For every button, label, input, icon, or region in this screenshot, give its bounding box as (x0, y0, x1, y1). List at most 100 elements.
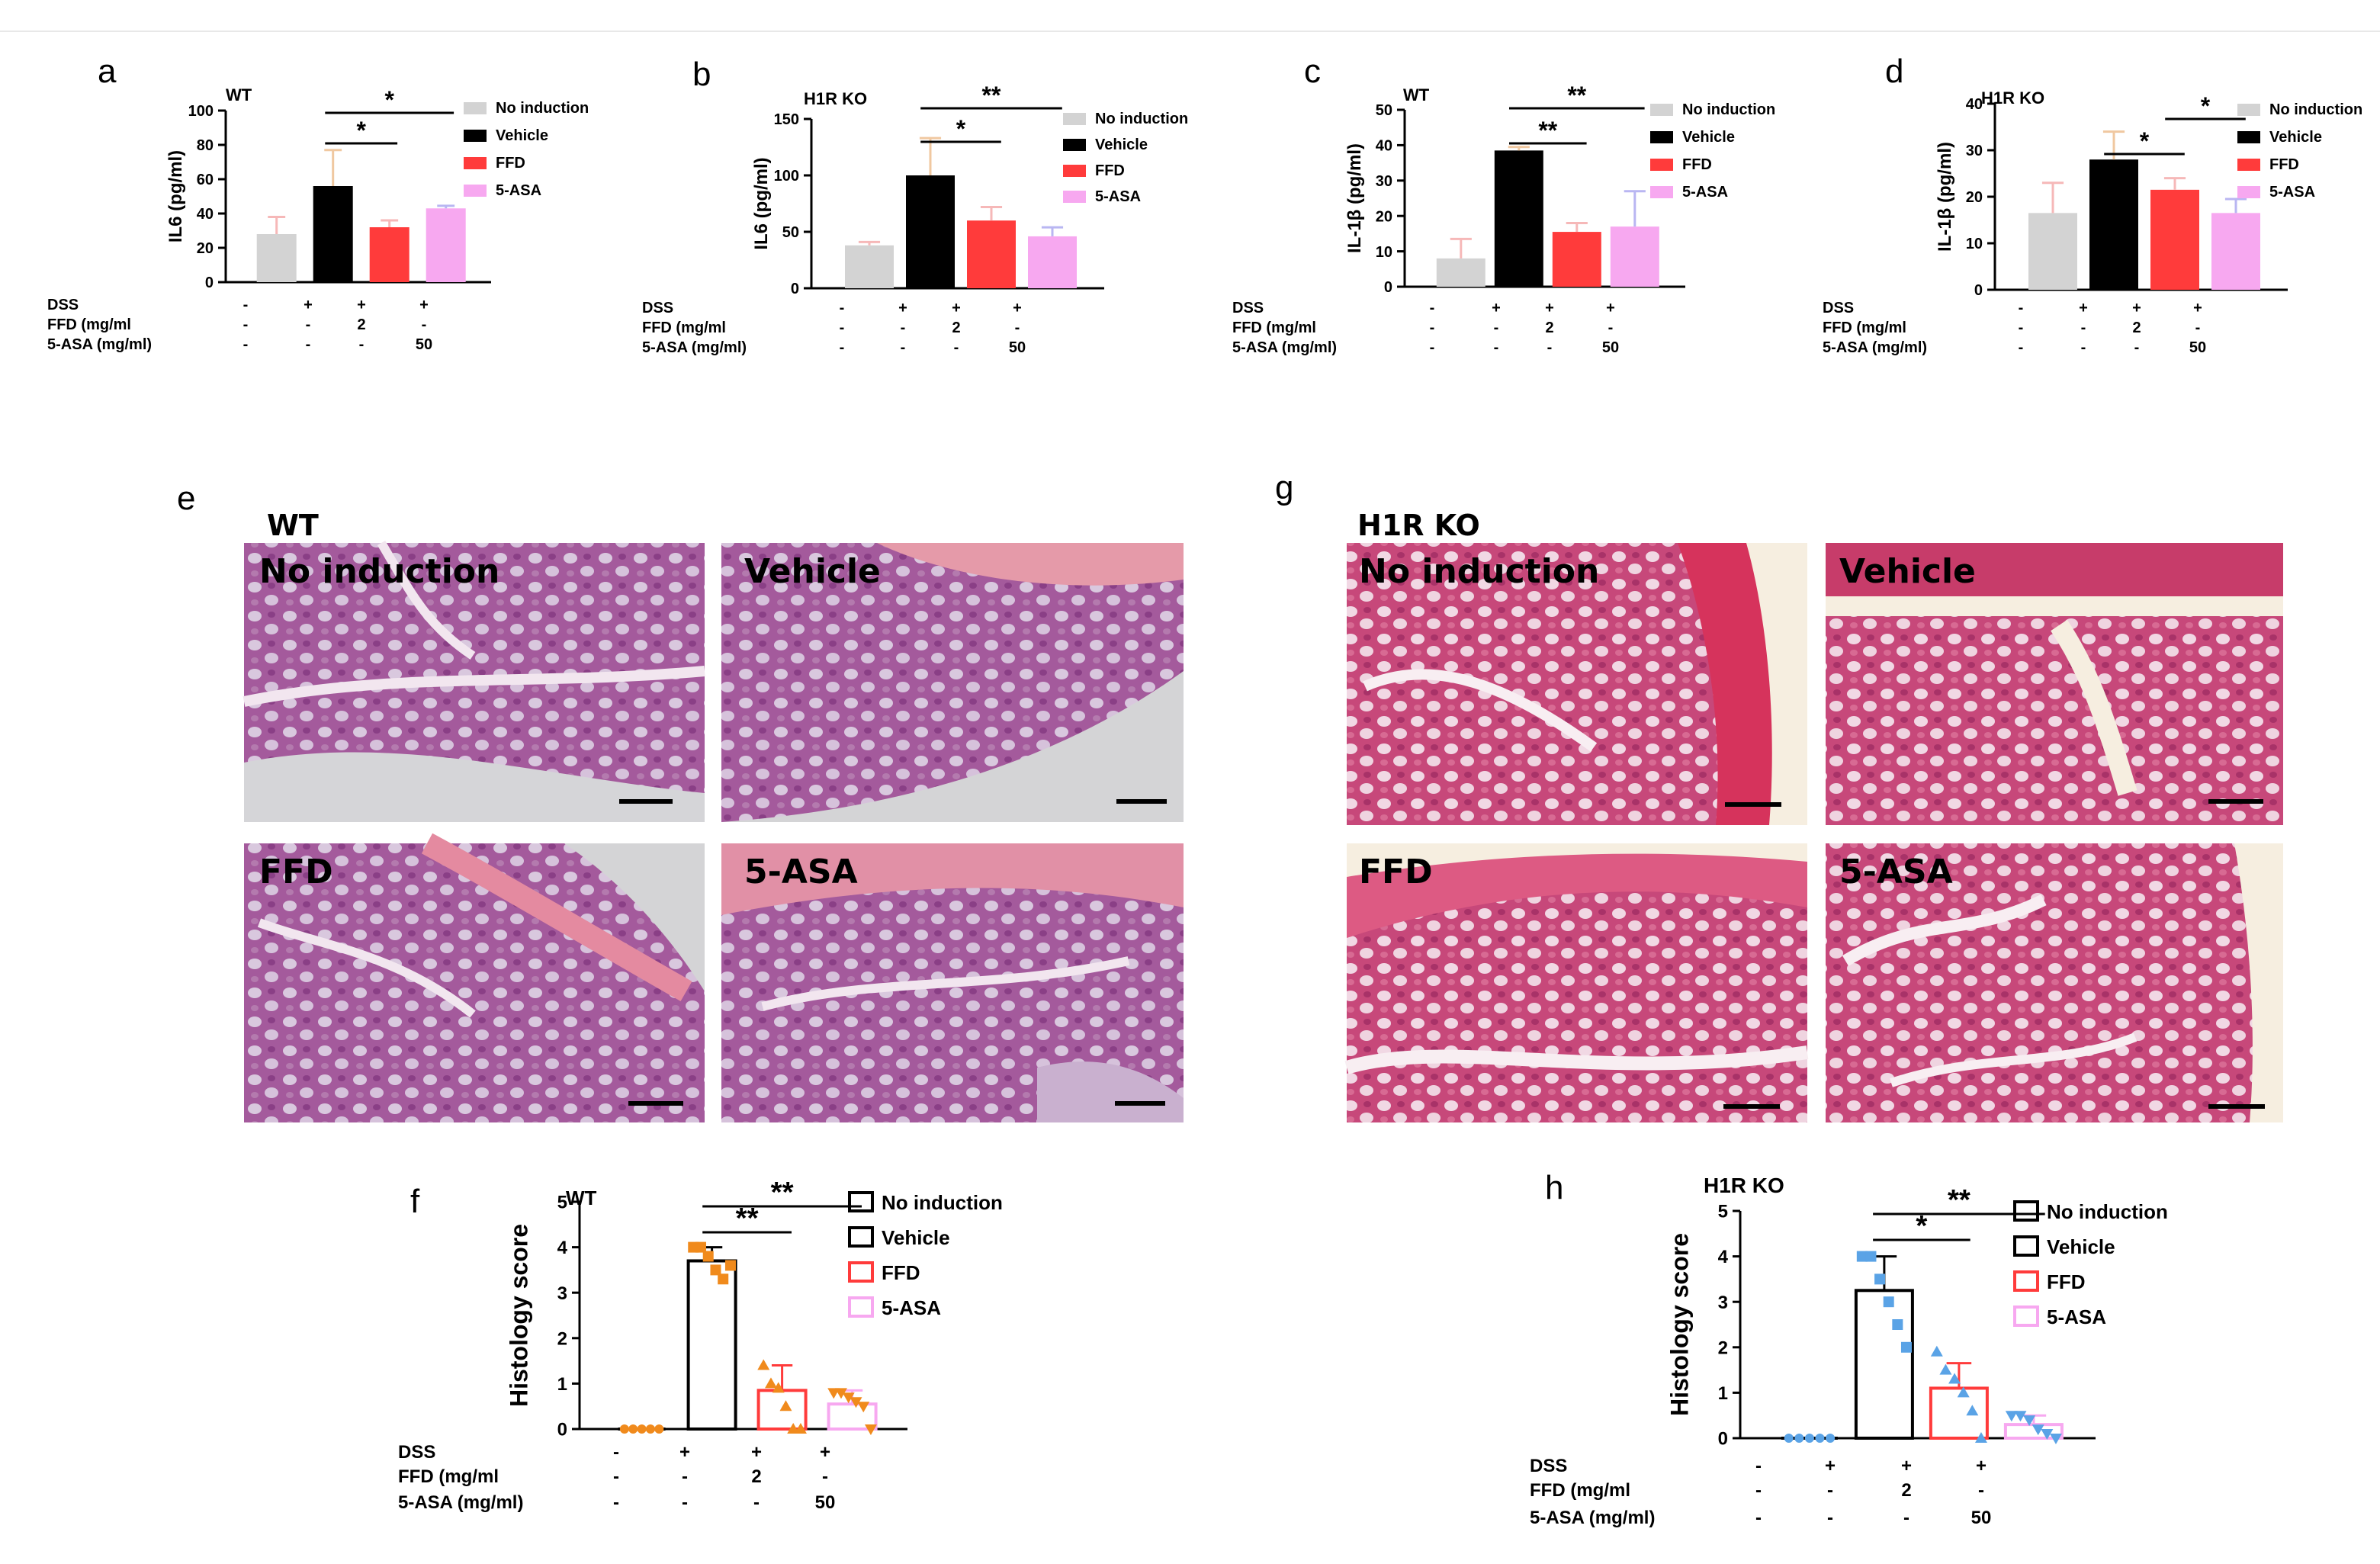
bar (1552, 232, 1601, 287)
top-divider (0, 31, 2380, 32)
condition-cell: + (357, 297, 366, 313)
condition-cell: - (306, 316, 311, 333)
legend-swatch (2013, 1200, 2039, 1222)
condition-cell: - (359, 336, 365, 353)
condition-cell: + (1825, 1456, 1836, 1476)
condition-cell: + (1545, 300, 1554, 316)
condition-row-label: 5-ASA (mg/ml) (47, 336, 152, 353)
bar (686, 1259, 737, 1431)
data-point (1930, 1345, 1943, 1357)
legend-label: 5-ASA (496, 182, 541, 199)
condition-cell: - (840, 300, 845, 316)
legend-swatch (2013, 1235, 2039, 1257)
micrograph-label: Vehicle (744, 552, 881, 591)
condition-cell: - (422, 316, 427, 333)
y-tick-label: 3 (1718, 1293, 1728, 1313)
data-point (1939, 1363, 1952, 1375)
micrograph-panel-g: No induction Vehicle FFD 5-ASA (1344, 543, 2283, 1122)
legend-label: 5-ASA (1095, 188, 1141, 205)
condition-row-label: DSS (1232, 300, 1264, 316)
y-tick-label: 100 (774, 168, 799, 185)
y-tick-label: 5 (1718, 1202, 1728, 1222)
data-point (2041, 1429, 2054, 1440)
condition-row-label: DSS (398, 1442, 435, 1463)
condition-cell: 50 (1971, 1508, 1992, 1528)
micrograph-title-e: WT (267, 509, 319, 542)
y-tick-label: 40 (197, 206, 214, 223)
y-axis-label: IL-1β (pg/ml) (1935, 142, 1955, 252)
bar (426, 208, 466, 282)
data-point (654, 1424, 664, 1434)
y-tick-label: 80 (197, 137, 214, 154)
y-tick-label: 30 (1966, 143, 1983, 159)
condition-cell: - (2081, 339, 2086, 356)
data-point (864, 1424, 877, 1435)
bar (2211, 213, 2260, 290)
condition-cell: + (419, 297, 429, 313)
y-tick-label: 0 (557, 1420, 567, 1440)
data-point (1826, 1434, 1836, 1443)
data-point (1900, 1341, 1912, 1353)
condition-cell: - (1755, 1508, 1762, 1528)
condition-row-label: DSS (642, 300, 673, 316)
condition-cell: + (679, 1442, 690, 1463)
bar (2150, 189, 2199, 290)
micrograph-wt-ffd: FFD (244, 833, 705, 1122)
bar (1028, 236, 1077, 288)
y-tick-label: 30 (1376, 173, 1392, 190)
panel-label-g: g (1275, 469, 1293, 506)
y-tick-label: 0 (1384, 279, 1392, 296)
condition-row-label: DSS (47, 297, 79, 313)
condition-cell: - (840, 320, 845, 336)
condition-cell: - (753, 1492, 760, 1513)
condition-cell: + (1901, 1456, 1912, 1476)
data-point (1804, 1434, 1814, 1443)
significance-label: * (1916, 1209, 1927, 1242)
panel-label-f: f (410, 1183, 420, 1220)
data-point (724, 1260, 736, 1271)
condition-row-label: FFD (mg/ml (47, 316, 131, 333)
condition-cell: - (822, 1466, 828, 1487)
legend-swatch (1063, 113, 1086, 125)
condition-cell: 2 (952, 320, 960, 336)
condition-cell: - (1608, 320, 1614, 336)
legend-label: No induction (2269, 101, 2362, 118)
micrograph-h1rko-no-induction: No induction (1347, 543, 1807, 825)
condition-cell: + (952, 300, 961, 316)
data-point (695, 1241, 706, 1253)
legend-label: 5-ASA (2269, 184, 2315, 201)
condition-cell: - (1547, 339, 1553, 356)
y-tick-label: 4 (557, 1238, 568, 1258)
condition-cell: 50 (416, 336, 432, 353)
y-tick-label: 2 (557, 1328, 567, 1349)
data-point (1966, 1405, 1979, 1416)
condition-cell: - (1827, 1508, 1833, 1528)
condition-cell: - (306, 336, 311, 353)
legend-swatch (2237, 131, 2260, 143)
condition-cell: - (1494, 320, 1499, 336)
condition-row-label: DSS (1530, 1456, 1567, 1476)
significance-label: * (2201, 92, 2211, 120)
legend-swatch (2237, 104, 2260, 116)
bar (313, 186, 353, 282)
condition-cell: - (2019, 300, 2024, 316)
condition-cell: - (243, 316, 249, 333)
significance-label: ** (771, 1176, 794, 1209)
significance-label: * (2140, 127, 2150, 155)
condition-row-label: 5-ASA (mg/ml) (1232, 339, 1337, 356)
micrograph-title-g: H1R KO (1357, 509, 1480, 542)
legend-swatch (2013, 1270, 2039, 1292)
condition-cell: 50 (2189, 339, 2206, 356)
condition-cell: - (1903, 1508, 1909, 1528)
condition-row-label: 5-ASA (mg/ml) (1823, 339, 1927, 356)
data-point (1874, 1273, 1886, 1285)
data-point (637, 1424, 647, 1434)
y-tick-label: 150 (774, 111, 799, 128)
panel-label-d: d (1885, 53, 1903, 90)
condition-cell: + (2132, 300, 2141, 316)
condition-row-label: DSS (1823, 300, 1854, 316)
significance-label: * (356, 117, 366, 144)
condition-cell: 50 (1009, 339, 1026, 356)
